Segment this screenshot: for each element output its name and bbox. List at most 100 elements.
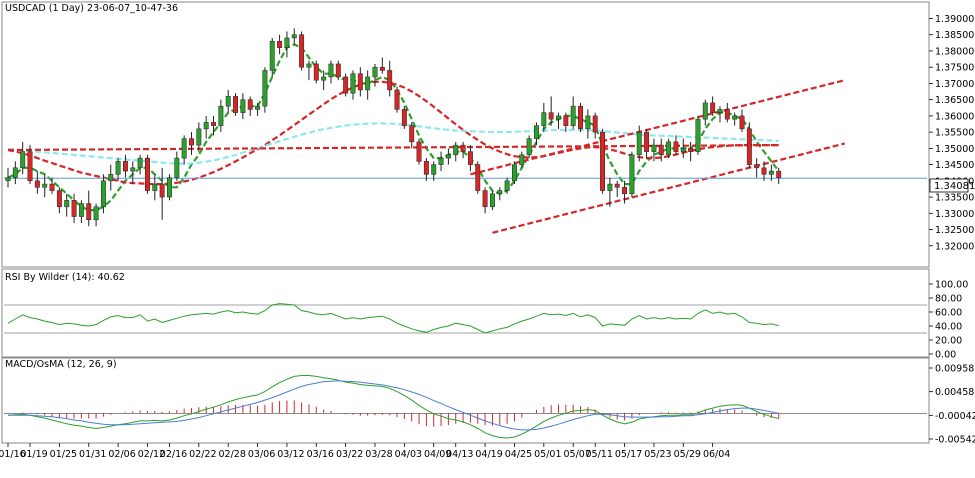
candle-body <box>445 154 451 159</box>
candle-body <box>768 170 774 175</box>
candle-body <box>534 125 539 139</box>
trendline <box>492 142 846 234</box>
candle-body <box>372 66 378 78</box>
candle-body <box>423 161 429 175</box>
price-tick-label: 1.35000 <box>935 144 974 155</box>
candle-body <box>761 167 767 175</box>
candle-body <box>702 102 708 120</box>
candle-body <box>27 151 33 182</box>
x-tick-label: 04/03 <box>395 449 422 460</box>
candle-body <box>122 161 128 172</box>
candle-body <box>482 190 488 208</box>
candle-body <box>152 183 158 191</box>
rsi-tick-label: 20.00 <box>935 336 962 347</box>
candle-body <box>489 193 495 208</box>
candle-body <box>541 112 547 126</box>
price-tick-label: 1.36000 <box>935 111 974 122</box>
moving-average-line <box>7 80 779 186</box>
candle-body <box>328 63 334 78</box>
x-tick-label: 05/23 <box>644 449 671 460</box>
candle-body <box>504 180 510 191</box>
candle-body <box>167 177 172 198</box>
candle-body <box>460 144 466 152</box>
rsi-panel-frame <box>1 268 930 359</box>
macd-tick-label: 0.00958 <box>935 364 974 375</box>
candle-body <box>100 180 106 208</box>
price-tick-label: 1.37000 <box>935 79 974 90</box>
candle-body <box>607 183 613 191</box>
x-tick-label: 04/09 <box>424 449 451 460</box>
macd-y-axis: 0.00958 0.00458 -0.00042 -0.00542 <box>929 364 975 446</box>
trendline <box>470 79 846 176</box>
x-tick-label: 04/13 <box>446 449 473 460</box>
x-tick-label: 05/07 <box>563 449 590 460</box>
candle-body <box>189 138 194 146</box>
x-tick-label: 06/04 <box>703 449 730 460</box>
candle-body <box>20 151 26 169</box>
price-tick-label: 1.39000 <box>935 14 974 25</box>
macd-histogram <box>14 400 780 427</box>
trendline <box>7 144 779 152</box>
candle-body <box>512 164 517 182</box>
candle-body <box>746 128 752 165</box>
rsi-line <box>7 303 779 334</box>
x-tick-label: 04/19 <box>475 449 502 460</box>
candle-body <box>86 203 92 221</box>
candle-body <box>93 206 99 221</box>
rsi-tick-label: 60.00 <box>935 308 962 319</box>
candle-body <box>299 34 305 68</box>
price-chart-title: USDCAD (1 Day) 23-06-07_10-47-36 <box>5 3 178 14</box>
candle-body <box>644 131 650 152</box>
rsi-title: RSI By Wilder (14): 40.62 <box>5 272 125 283</box>
macd-tick-label: 0.00458 <box>935 387 974 398</box>
candle-body <box>497 190 503 195</box>
candle-body <box>592 115 598 133</box>
price-tick-label: 1.33500 <box>935 193 974 204</box>
macd-tick-label: -0.00042 <box>935 411 975 422</box>
x-tick-label: 05/29 <box>674 449 701 460</box>
candle-body <box>754 164 760 169</box>
candle-body <box>409 125 415 143</box>
moving-average-line <box>7 122 779 165</box>
candle-body <box>350 73 356 94</box>
candle-body <box>776 170 782 178</box>
candle-body <box>688 148 694 152</box>
rsi-tick-label: 0.00 <box>935 350 956 361</box>
candle-body <box>401 109 407 126</box>
rsi-y-axis: 100.00 80.00 60.00 40.00 20.00 0.00 <box>929 280 968 361</box>
candle-body <box>526 138 532 156</box>
candle-body <box>585 115 591 130</box>
x-tick-label: 03/16 <box>307 449 334 460</box>
candle-body <box>115 161 121 175</box>
rsi-tick-label: 80.00 <box>935 294 962 305</box>
price-tick-label: 1.34500 <box>935 160 974 171</box>
last-price-tag <box>929 178 969 193</box>
x-tick-label: 03/12 <box>277 449 304 460</box>
price-tick-label: 1.38500 <box>935 30 974 41</box>
x-tick-label: 02/12 <box>138 449 165 460</box>
candle-body <box>710 102 716 113</box>
candle-body <box>614 183 620 188</box>
x-tick-label: 02/22 <box>189 449 216 460</box>
x-tick-label: 05/01 <box>534 449 561 460</box>
candle-body <box>519 154 525 165</box>
moving-average-lines <box>7 43 780 212</box>
candle-body <box>724 109 730 120</box>
macd-series-line <box>8 380 779 431</box>
candle-body <box>622 187 628 195</box>
candle-body <box>159 183 165 198</box>
candle-body <box>636 131 642 156</box>
candle-body <box>600 131 605 191</box>
price-tick-label: 1.32000 <box>935 241 974 252</box>
candle-body <box>379 66 385 71</box>
candle-body <box>578 105 583 130</box>
trendlines <box>7 79 846 234</box>
candle-body <box>673 141 679 152</box>
x-tick-label: 05/11 <box>586 449 613 460</box>
candle-body <box>695 118 701 152</box>
candle-body <box>277 40 283 48</box>
price-y-axis: 1.39000 1.38500 1.38000 1.37500 1.37000 1.365… <box>929 14 974 252</box>
candle-body <box>548 112 554 120</box>
